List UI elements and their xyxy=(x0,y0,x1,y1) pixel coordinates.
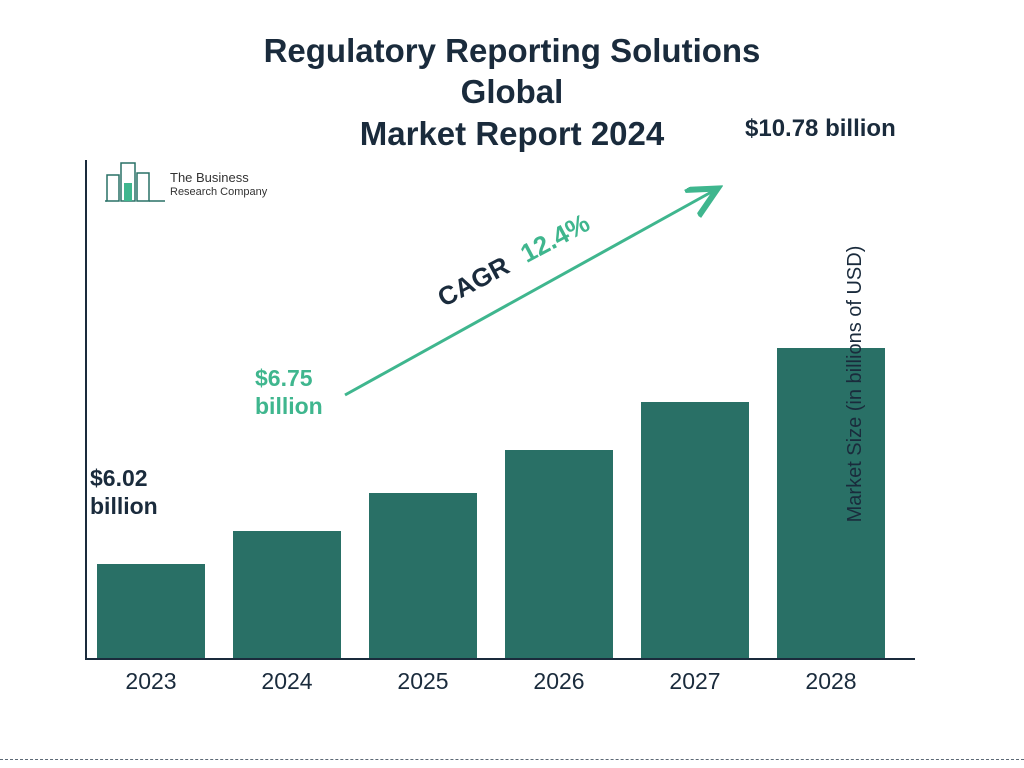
bar xyxy=(641,402,749,658)
value-label: $6.75billion xyxy=(255,365,323,420)
bar xyxy=(369,493,477,658)
bar xyxy=(777,348,885,658)
value-label: $10.78 billion xyxy=(745,115,896,144)
x-axis-line xyxy=(85,658,915,660)
x-axis-label: 2023 xyxy=(97,668,205,695)
title-line-2: Market Report 2024 xyxy=(256,113,768,154)
x-axis-label: 2028 xyxy=(777,668,885,695)
chart-title: Regulatory Reporting Solutions Global Ma… xyxy=(256,30,768,154)
bar xyxy=(97,564,205,658)
bar-chart: 202320242025202620272028 xyxy=(85,160,915,660)
value-label: $6.02billion xyxy=(90,465,158,520)
x-axis-label: 2026 xyxy=(505,668,613,695)
x-axis-label: 2024 xyxy=(233,668,341,695)
y-axis-line xyxy=(85,160,87,660)
x-axis-label: 2025 xyxy=(369,668,477,695)
x-axis-label: 2027 xyxy=(641,668,749,695)
bar xyxy=(505,450,613,658)
bottom-dashed-rule xyxy=(0,759,1024,760)
title-line-1: Regulatory Reporting Solutions Global xyxy=(256,30,768,113)
y-axis-title: Market Size (in billions of USD) xyxy=(844,246,867,523)
bar xyxy=(233,531,341,658)
